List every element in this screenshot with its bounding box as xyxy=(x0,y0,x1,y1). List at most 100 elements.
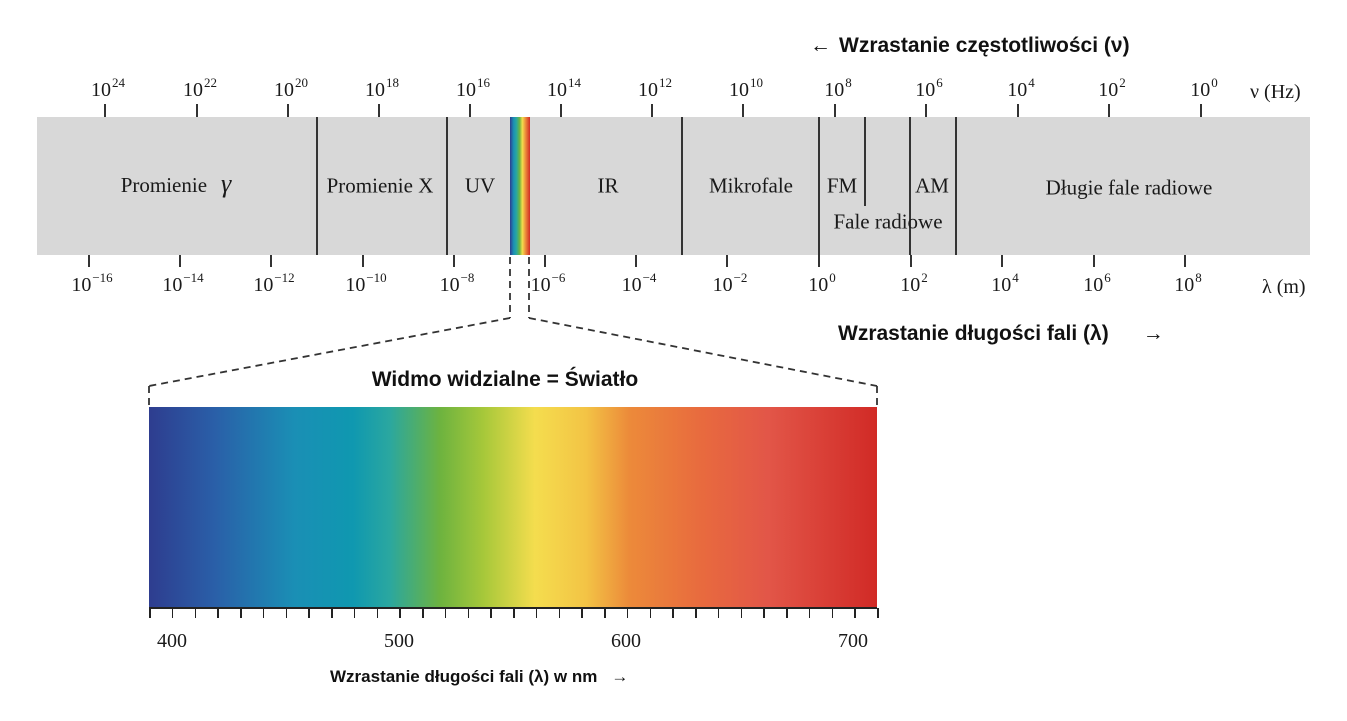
wavelength-tick-label: 10−10 xyxy=(345,270,387,296)
frequency-tick-label: 1012 xyxy=(638,75,672,101)
frequency-tick xyxy=(287,104,289,117)
visible-spectrum-title: Widmo widzialne = Światło xyxy=(371,368,639,391)
wavelength-unit: λ (m) xyxy=(1262,276,1306,298)
frequency-tick xyxy=(834,104,836,117)
divider-ir-microwave xyxy=(681,117,683,255)
wavelength-tick-label: 10−8 xyxy=(439,270,475,296)
left-arrow-icon: ← xyxy=(810,34,831,57)
frequency-tick xyxy=(560,104,562,117)
frequency-tick xyxy=(1200,104,1202,117)
band-gamma: Promienie γ xyxy=(120,169,232,198)
frequency-tick-label: 1016 xyxy=(456,75,490,101)
nm-minor-tick xyxy=(513,608,515,618)
nm-minor-tick xyxy=(581,608,583,618)
nm-minor-tick xyxy=(808,608,811,618)
frequency-tick xyxy=(378,104,380,117)
nm-axis-caption: Wzrastanie długości fali (λ) w nm → xyxy=(330,667,629,686)
band-radio: Fale radiowe xyxy=(833,209,943,234)
frequency-tick xyxy=(925,104,927,117)
wavelength-tick xyxy=(1093,255,1095,267)
frequency-tick-label: 104 xyxy=(1007,75,1035,101)
band-xray: Promienie X xyxy=(326,173,434,198)
nm-tick-700: 700 xyxy=(838,630,868,652)
wavelength-tick xyxy=(910,255,912,267)
frequency-tick xyxy=(1017,104,1019,117)
wavelength-tick xyxy=(453,255,455,267)
nm-tick-500: 500 xyxy=(384,630,414,652)
wavelength-tick-label: 102 xyxy=(900,270,928,296)
wavelength-tick-label: 10−6 xyxy=(530,270,566,296)
frequency-tick xyxy=(196,104,198,117)
nm-minor-tick xyxy=(854,608,856,618)
nm-minor-tick xyxy=(422,608,424,618)
frequency-tick-label: 102 xyxy=(1098,75,1126,101)
band-uv: UV xyxy=(464,173,496,198)
wavelength-tick-label: 108 xyxy=(1174,270,1202,296)
frequency-tick-label: 1014 xyxy=(547,75,581,101)
nm-minor-tick xyxy=(535,608,538,618)
nm-minor-tick xyxy=(672,608,674,618)
nm-minor-tick xyxy=(240,608,242,618)
nm-minor-tick xyxy=(763,608,765,618)
wavelength-tick-label: 106 xyxy=(1083,270,1111,296)
nm-minor-tick xyxy=(353,608,356,618)
increasing-wavelength-caption: Wzrastanie długości fali (λ) → xyxy=(838,322,1164,345)
nm-minor-tick xyxy=(444,608,447,618)
nm-minor-tick xyxy=(285,608,287,618)
frequency-unit: ν (Hz) xyxy=(1250,81,1301,103)
frequency-tick-label: 1010 xyxy=(729,75,763,101)
nm-minor-tick xyxy=(604,608,606,618)
caption-arrow-icon: → xyxy=(611,667,629,686)
wavelength-tick xyxy=(1184,255,1186,267)
frequency-tick xyxy=(104,104,106,117)
divider-gamma-xray xyxy=(316,117,318,255)
frequency-tick-label: 1020 xyxy=(274,75,308,101)
nm-minor-tick xyxy=(877,608,879,618)
wavelength-tick-label: 10−16 xyxy=(71,270,113,296)
divider-radio-long xyxy=(955,117,957,255)
wavelength-tick-label: 104 xyxy=(991,270,1019,296)
frequency-tick xyxy=(651,104,653,117)
wavelength-tick xyxy=(818,255,820,267)
wavelength-tick xyxy=(1001,255,1003,267)
wavelength-tick xyxy=(88,255,90,267)
frequency-tick xyxy=(469,104,471,117)
divider-fm xyxy=(864,117,866,206)
frequency-tick-label: 108 xyxy=(824,75,852,101)
divider-microwave-fm xyxy=(818,117,820,255)
nm-minor-tick xyxy=(558,608,560,618)
nm-minor-tick xyxy=(308,608,310,618)
frequency-tick xyxy=(742,104,744,117)
nm-minor-tick xyxy=(786,608,788,618)
nm-minor-tick xyxy=(626,608,629,618)
band-am: AM xyxy=(915,173,949,198)
nm-minor-tick xyxy=(649,608,651,618)
visible-light-strip xyxy=(510,117,530,255)
divider-am xyxy=(909,117,911,255)
wavelength-tick-label: 10−2 xyxy=(712,270,748,296)
nm-minor-tick xyxy=(194,608,196,618)
gamma-symbol: γ xyxy=(221,169,232,198)
wavelength-tick-label: 10−14 xyxy=(162,270,204,296)
wavelength-tick xyxy=(362,255,364,267)
nm-minor-tick xyxy=(149,608,151,618)
frequency-tick-label: 1018 xyxy=(365,75,399,101)
wavelength-tick-label: 10−4 xyxy=(621,270,657,296)
nm-minor-tick xyxy=(376,608,378,618)
frequency-tick-label: 106 xyxy=(915,75,943,101)
wavelength-tick xyxy=(635,255,637,267)
wavelength-tick xyxy=(270,255,272,267)
nm-minor-tick xyxy=(490,608,492,618)
nm-minor-tick xyxy=(831,608,833,618)
frequency-tick-label: 100 xyxy=(1190,75,1218,101)
nm-tick-400: 400 xyxy=(157,630,187,652)
nm-minor-tick xyxy=(217,608,219,618)
wavelength-tick-label: 10−12 xyxy=(253,270,295,296)
nm-minor-tick xyxy=(262,608,265,618)
nm-minor-tick xyxy=(740,608,742,618)
frequency-tick-label: 1024 xyxy=(91,75,125,101)
divider-xray-uv xyxy=(446,117,448,255)
right-arrow-icon: → xyxy=(1142,322,1164,345)
band-microwave: Mikrofale xyxy=(709,173,793,198)
increasing-frequency-caption: ← Wzrastanie częstotliwości (ν) xyxy=(810,34,1130,57)
